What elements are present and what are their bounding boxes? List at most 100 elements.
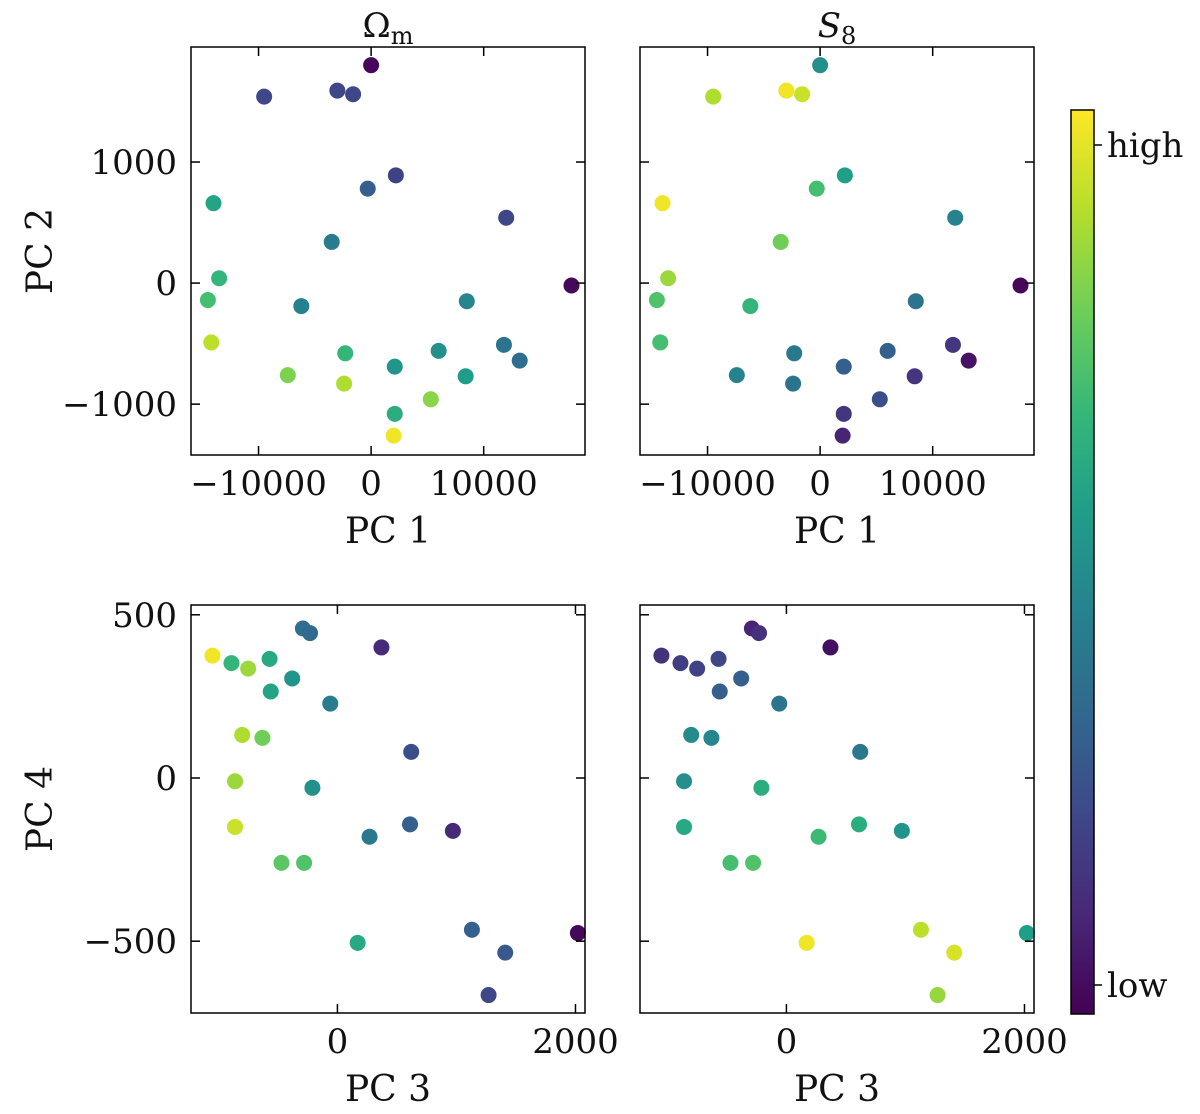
x-axis-label: PC 3 xyxy=(794,1069,880,1110)
scatter-point xyxy=(676,773,693,790)
scatter-point xyxy=(778,82,795,99)
panel-4: 0 2000 PC 3 xyxy=(639,604,1068,1110)
scatter-point xyxy=(812,57,829,74)
x-tick-label: −10000 xyxy=(639,464,776,504)
colorbar-high-label: high xyxy=(1107,126,1183,166)
scatter-point xyxy=(705,88,722,105)
axes-frame xyxy=(190,46,586,456)
scatter-point xyxy=(683,726,700,743)
scatter-point xyxy=(563,277,580,294)
y-tick-label: 0 xyxy=(155,264,177,304)
scatter-point xyxy=(402,816,419,833)
y-tick-label: −1000 xyxy=(62,385,177,425)
scatter-point xyxy=(711,683,728,700)
scatter-point xyxy=(480,987,497,1004)
scatter-point xyxy=(785,375,802,392)
scatter-point xyxy=(323,233,340,250)
scatter-point xyxy=(227,818,244,835)
scatter-point xyxy=(929,987,946,1004)
scatter-point xyxy=(385,427,402,444)
scatter-point xyxy=(822,639,839,656)
scatter-point xyxy=(893,822,910,839)
scatter-point xyxy=(728,367,745,384)
scatter-point xyxy=(836,167,853,184)
scatter-point xyxy=(463,921,480,938)
y-tick-label: 500 xyxy=(112,596,177,636)
scatter-point xyxy=(960,352,977,369)
panel-title-main: S xyxy=(818,6,841,46)
scatter-point xyxy=(947,209,964,226)
scatter-point xyxy=(498,209,515,226)
y-tick-label: 1000 xyxy=(90,143,177,183)
scatter-point xyxy=(261,650,278,667)
axes-frame xyxy=(639,604,1035,1014)
scatter-point xyxy=(689,660,706,677)
scatter-point xyxy=(852,743,869,760)
scatter-point xyxy=(458,293,475,310)
colorbar: high low xyxy=(1070,109,1183,1015)
scatter-point xyxy=(430,342,447,359)
scatter-point xyxy=(798,934,815,951)
scatter-point xyxy=(733,670,750,687)
x-axis-label: PC 1 xyxy=(345,511,431,552)
scatter-point xyxy=(203,334,220,351)
axes-frame xyxy=(639,46,1035,456)
x-tick-label: 10000 xyxy=(430,464,538,504)
panel-title-subscript: 8 xyxy=(841,22,856,50)
scatter-point xyxy=(495,336,512,353)
y-axis-label: PC 4 xyxy=(20,766,61,852)
scatter-point xyxy=(223,655,240,672)
scatter-point xyxy=(907,293,924,310)
scatter-point xyxy=(205,195,222,212)
scatter-point xyxy=(1012,277,1029,294)
scatter-point xyxy=(336,375,353,392)
y-axis-label: PC 2 xyxy=(20,208,61,294)
scatter-point xyxy=(772,233,789,250)
scatter-point xyxy=(345,86,362,103)
scatter-point xyxy=(273,854,290,871)
x-tick-label: 0 xyxy=(327,1022,349,1062)
y-tick-label: −500 xyxy=(84,922,177,962)
y-tick-label: 0 xyxy=(155,759,177,799)
x-tick-label: −10000 xyxy=(190,464,327,504)
colorbar-gradient xyxy=(1070,109,1095,1015)
x-tick-label: 0 xyxy=(360,464,382,504)
scatter-point xyxy=(329,82,346,99)
scatter-point xyxy=(304,779,321,796)
scatter-point xyxy=(771,695,788,712)
scatter-point xyxy=(457,368,474,385)
scatter-point xyxy=(256,88,273,105)
x-tick-label: 10000 xyxy=(879,464,987,504)
scatter-point xyxy=(293,298,310,315)
scatter-point xyxy=(648,292,665,309)
scatter-point xyxy=(361,828,378,845)
scatter-point xyxy=(262,683,279,700)
panel-title-subscript: m xyxy=(391,22,414,50)
scatter-point xyxy=(204,647,221,664)
scatter-point xyxy=(851,816,868,833)
scatter-point xyxy=(211,270,228,287)
panel-title: Ωm xyxy=(363,6,414,50)
panel-title: S8 xyxy=(818,6,857,50)
scatter-point xyxy=(363,57,380,74)
axes-frame xyxy=(190,604,586,1014)
scatter-point xyxy=(710,650,727,667)
scatter-point xyxy=(745,854,762,871)
scatter-point xyxy=(359,180,376,197)
scatter-point xyxy=(660,270,677,287)
scatter-point xyxy=(296,854,313,871)
scatter-point xyxy=(569,925,586,942)
scatter-point xyxy=(703,729,720,746)
scatter-point xyxy=(386,405,403,422)
scatter-point xyxy=(422,391,439,408)
scatter-point xyxy=(279,367,296,384)
scatter-point xyxy=(234,726,251,743)
panel-title-main: Ω xyxy=(363,6,391,46)
scatter-point xyxy=(906,368,923,385)
scatter-point xyxy=(349,934,366,951)
x-tick-label: 2000 xyxy=(532,1022,619,1062)
scatter-point xyxy=(254,729,271,746)
scatter-point xyxy=(227,773,244,790)
